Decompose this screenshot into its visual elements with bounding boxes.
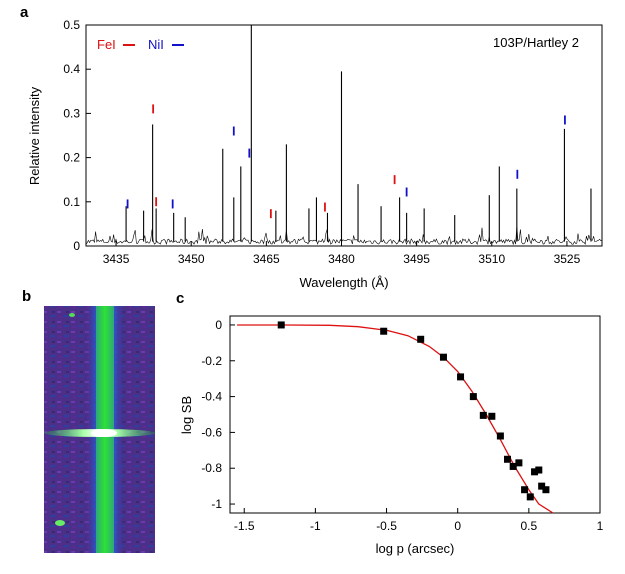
sb-y-tick-label: -0.4 <box>201 390 222 404</box>
spectrum-y-tick-label: 0.2 <box>63 151 80 165</box>
sb-data-point <box>496 432 504 440</box>
sb-data-point <box>509 462 517 470</box>
sb-x-tick-label: 0.5 <box>521 519 538 533</box>
sb-data-point <box>277 321 285 329</box>
spectrum-annotation: 103P/Hartley 2 <box>493 35 579 50</box>
sb-y-tick-label: 0 <box>215 318 222 332</box>
sb-data-point <box>417 335 425 343</box>
sb-data-points <box>277 321 550 501</box>
spectrum-legend-niI-label: NiI <box>148 37 164 52</box>
spectrum-y-tick-label: 0 <box>73 239 80 253</box>
spectrum-y-tick-label: 0.4 <box>63 62 80 76</box>
sb-x-tick-label: -1.5 <box>234 519 255 533</box>
spectrum-legend-feI-label: FeI <box>97 37 116 52</box>
spectrum-y-tick-label: 0.3 <box>63 106 80 120</box>
spectrum-continuum <box>85 226 603 246</box>
sb-data-point <box>535 466 543 474</box>
sb-y-tick-label: -0.2 <box>201 354 222 368</box>
spectrum-x-tick-label: 3435 <box>103 252 130 266</box>
sb-x-axis-label: log p (arcsec) <box>376 541 455 556</box>
spectrum-y-ticks: 0 0.1 0.2 0.3 0.4 0.5 <box>63 18 91 253</box>
sb-data-point <box>479 411 487 419</box>
sb-data-point <box>542 486 550 494</box>
sb-data-point <box>469 393 477 401</box>
spectrum-x-axis-label: Wavelength (Å) <box>299 275 388 290</box>
spectrum-x-ticks: 3435 3450 3465 3480 3495 3510 3525 <box>103 241 581 266</box>
spectrum-line-markers <box>126 104 566 219</box>
sb-frame <box>229 315 601 514</box>
spectrum-frame <box>85 24 603 247</box>
sb-data-point <box>515 459 523 467</box>
sb-y-axis-label: log SB <box>179 396 194 434</box>
background-star <box>55 520 65 526</box>
panel-label-c: c <box>176 290 185 307</box>
sb-data-point <box>488 412 496 420</box>
spectrum-x-tick-label: 3495 <box>403 252 430 266</box>
spectrum-noise <box>85 226 603 246</box>
surface-brightness-chart: -1.5 -1 -0.5 0 0.5 1 0 -0.2 -0.4 -0.6 -0.8 -1 log … <box>179 315 604 556</box>
spectrum-y-tick-label: 0.1 <box>63 195 80 209</box>
spectrum-x-tick-label: 3510 <box>478 252 505 266</box>
sb-y-tick-label: -0.6 <box>201 425 222 439</box>
sb-x-tick-label: 1 <box>597 519 604 533</box>
sb-data-point <box>538 482 546 490</box>
spectrum-y-tick-label: 0.5 <box>63 18 80 32</box>
sb-x-tick-label: 0 <box>454 519 461 533</box>
panel-label-a: a <box>20 4 29 21</box>
sb-data-point <box>521 486 529 494</box>
sb-data-point <box>439 353 447 361</box>
sb-data-point <box>531 468 539 476</box>
sb-data-point <box>504 455 511 463</box>
spectrum-x-tick-label: 3465 <box>253 252 280 266</box>
sb-fit-curve <box>237 324 554 514</box>
sb-x-ticks: -1.5 -1 -0.5 0 0.5 1 <box>234 508 604 533</box>
sb-x-tick-label: -1 <box>310 519 321 533</box>
comet-nucleus <box>91 429 117 437</box>
sb-y-tick-label: -0.8 <box>201 461 222 475</box>
sb-data-point <box>457 373 465 381</box>
panel-label-b: b <box>22 288 32 305</box>
sb-y-ticks: 0 -0.2 -0.4 -0.6 -0.8 -1 <box>201 318 235 511</box>
spectrum-emission-lines <box>125 25 592 242</box>
sb-y-tick-label: -1 <box>211 497 222 511</box>
spectrum-chart: 3435 3450 3465 3480 3495 3510 3525 00.10.20.30… <box>27 18 603 290</box>
sb-data-point <box>380 327 388 335</box>
comet-image-panel <box>44 306 156 553</box>
sb-x-tick-label: -0.5 <box>376 519 397 533</box>
background-star <box>69 313 75 317</box>
spectrum-x-tick-label: 3525 <box>554 252 581 266</box>
sb-data-point <box>526 493 534 501</box>
spectrum-x-tick-label: 3480 <box>328 252 355 266</box>
spectrum-y-axis-label: Relative intensity <box>27 86 42 185</box>
spectrum-x-tick-label: 3450 <box>178 252 205 266</box>
